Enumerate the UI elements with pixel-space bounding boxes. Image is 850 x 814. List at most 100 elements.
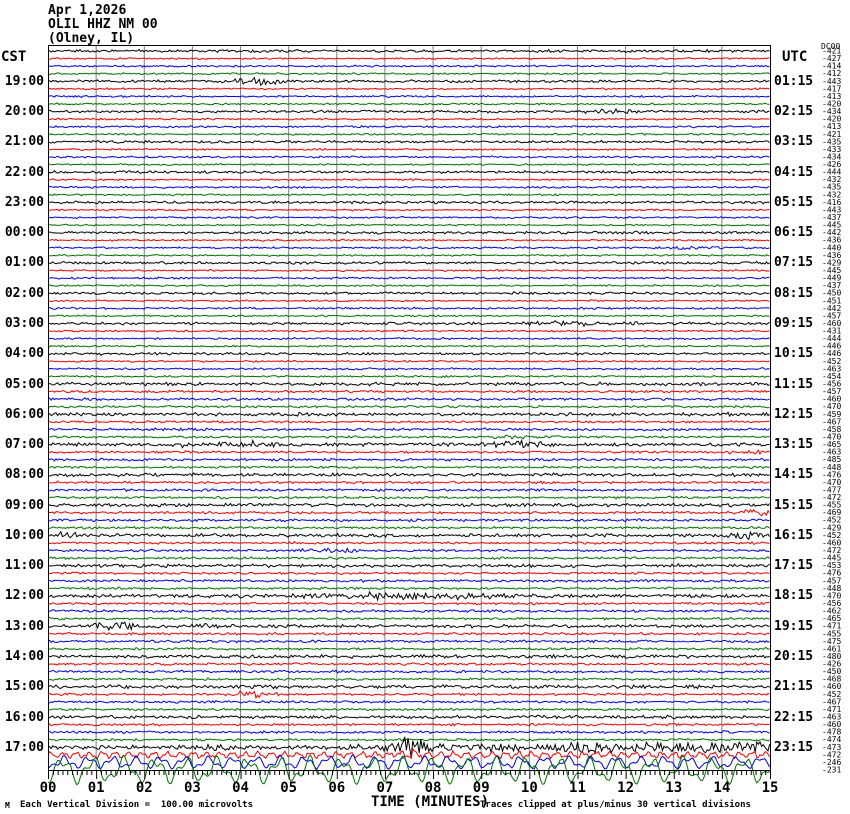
- dc-offset-value: -413: [822, 122, 841, 131]
- dc-offset-value: -480: [822, 652, 841, 661]
- trace-row-38: [48, 336, 770, 341]
- trace-row-18: [48, 185, 770, 189]
- record-date: Apr 1,2026: [48, 3, 127, 18]
- station-code: OLIL HHZ NM 00: [48, 17, 158, 32]
- trace-row-11: [48, 132, 770, 136]
- x-tick-label: 04: [232, 780, 249, 796]
- cst-time-label: 05:00: [4, 376, 44, 392]
- dc-offset-value: -427: [822, 54, 841, 63]
- trace-row-89: [48, 722, 770, 727]
- trace-row-24: [48, 230, 770, 235]
- trace-row-40: [48, 351, 770, 356]
- utc-time-label: 21:15: [774, 679, 814, 695]
- trace-row-83: [48, 677, 770, 682]
- trace-row-8: [48, 107, 770, 115]
- dc-offset-value: -452: [822, 531, 841, 540]
- dc-offset-value: -463: [822, 713, 841, 722]
- x-tick-label: 09: [473, 780, 490, 796]
- trace-row-86: [48, 699, 770, 704]
- trace-row-2: [48, 64, 770, 68]
- cst-time-label: 19:00: [4, 73, 44, 89]
- dc-offset-value: -436: [822, 251, 841, 260]
- dc-offset-value: -448: [822, 463, 841, 472]
- dc-offset-value: -414: [822, 62, 841, 71]
- trace-row-7: [48, 102, 770, 106]
- x-tick-label: 10: [521, 780, 538, 796]
- dc-offset-value: -434: [822, 152, 841, 161]
- cst-time-label: 02:00: [4, 285, 44, 301]
- dc-offset-value: -470: [822, 478, 841, 487]
- trace-row-72: [48, 590, 770, 602]
- dc-offset-value: -456: [822, 380, 841, 389]
- trace-row-75: [48, 616, 770, 621]
- dc-offset-value: -429: [822, 523, 841, 532]
- utc-time-label: 16:15: [774, 527, 814, 543]
- trace-row-16: [48, 169, 770, 175]
- trace-row-10: [48, 124, 770, 129]
- dc-offset-value: -431: [822, 327, 841, 336]
- trace-row-64: [48, 530, 770, 541]
- trace-row-47: [48, 404, 770, 409]
- dc-offset-value: -432: [822, 190, 841, 199]
- dc-offset-value: -457: [822, 311, 841, 320]
- trace-row-0: [48, 48, 770, 54]
- cst-time-label: 15:00: [4, 679, 44, 695]
- trace-row-54: [48, 457, 770, 462]
- trace-row-92: [48, 736, 770, 758]
- dc-offset-value: -446: [822, 349, 841, 358]
- trace-row-68: [48, 562, 770, 569]
- dc-offset-value: -455: [822, 501, 841, 510]
- x-tick-label: 00: [40, 780, 57, 796]
- dc-offset-value: -461: [822, 644, 841, 653]
- trace-row-79: [48, 646, 770, 651]
- dc-offset-value: -470: [822, 402, 841, 411]
- dc-offset-value: -246: [822, 758, 841, 767]
- dc-offset-value: -457: [822, 387, 841, 396]
- trace-row-32: [48, 291, 770, 296]
- cst-time-label: 20:00: [4, 104, 44, 119]
- dc-offset-value: -475: [822, 637, 841, 646]
- trace-row-21: [48, 208, 770, 212]
- trace-row-43: [48, 374, 770, 379]
- dc-offset-value: -413: [822, 92, 841, 101]
- trace-row-25: [48, 238, 770, 242]
- dc-offset-value: -472: [822, 750, 841, 759]
- trace-row-69: [48, 571, 770, 576]
- dc-offset-value: -446: [822, 342, 841, 351]
- dc-offset-value: -231: [822, 766, 841, 775]
- utc-time-label: 01:15: [774, 73, 814, 89]
- dc-offset-value: -460: [822, 538, 841, 547]
- trace-row-35: [48, 314, 770, 318]
- dc-offset-value: -463: [822, 364, 841, 373]
- dc-offset-value: -471: [822, 705, 841, 714]
- trace-row-20: [48, 200, 770, 205]
- utc-time-label: 08:15: [774, 285, 814, 301]
- trace-row-34: [48, 306, 770, 311]
- trace-row-91: [48, 737, 770, 742]
- dc-offset-value: -463: [822, 448, 841, 457]
- x-axis-title: TIME (MINUTES): [371, 794, 490, 810]
- utc-time-label: 17:15: [774, 558, 814, 574]
- utc-time-label: 09:15: [774, 316, 814, 331]
- dc-offset-value: -432: [822, 175, 841, 184]
- dc-offset-value: -417: [822, 84, 841, 93]
- dc-offset-value: -437: [822, 281, 841, 290]
- trace-row-87: [48, 707, 770, 712]
- dc-offset-value: -435: [822, 183, 841, 192]
- trace-row-80: [48, 653, 770, 660]
- utc-time-label: 22:15: [774, 709, 814, 725]
- trace-row-52: [48, 438, 770, 449]
- utc-time-label: 14:15: [774, 467, 814, 483]
- cst-time-label: 16:00: [4, 709, 44, 725]
- dc-offset-value: -433: [822, 145, 841, 154]
- trace-row-27: [48, 253, 770, 257]
- trace-row-23: [48, 223, 770, 227]
- trace-row-60: [48, 502, 770, 508]
- trace-row-77: [48, 631, 770, 636]
- trace-row-12: [48, 139, 770, 144]
- dc-offset-value: -440: [822, 243, 841, 252]
- dc-offset-value: -485: [822, 455, 841, 464]
- cst-time-label: 14:00: [4, 649, 44, 664]
- dc-offset-value: -452: [822, 357, 841, 366]
